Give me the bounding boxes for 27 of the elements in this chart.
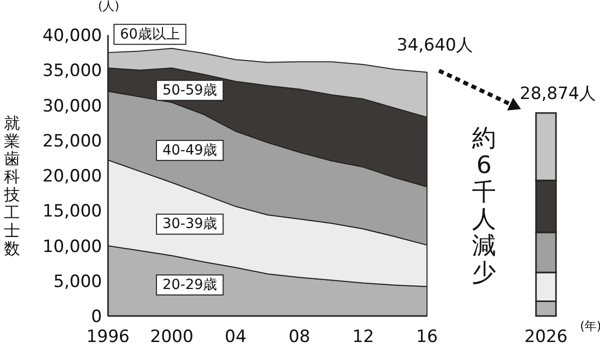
y-tick-label: 15,000 (42, 202, 102, 222)
x-tick-label: 1996 (86, 327, 130, 347)
text: (年) (580, 319, 600, 333)
annotation: 約6千人減少 (472, 124, 496, 287)
y-tick-label: 0 (91, 307, 102, 327)
series-label: 60歳以上 (120, 26, 180, 42)
y-tick-label: 35,000 (42, 61, 102, 82)
annotation: 34,640人 (396, 36, 474, 56)
y-tick-label: 25,000 (42, 131, 102, 152)
y-tick-label: 30,000 (42, 96, 102, 116)
x-tick-label: 2026 (524, 327, 568, 347)
text: (人) (98, 0, 120, 13)
series-label: 30-39歳 (162, 216, 218, 232)
series-label: 50-59歳 (162, 82, 218, 98)
annotation: 28,874人 (520, 84, 596, 104)
x-tick-label: 04 (224, 327, 246, 347)
y-tick-label: 5,000 (53, 272, 102, 292)
x-tick-label: 2000 (150, 327, 194, 347)
y-tick-label: 40,000 (42, 26, 102, 46)
x-tick-label: 08 (288, 327, 310, 347)
series-label: 40-49歳 (162, 142, 218, 158)
y-tick-label: 20,000 (42, 166, 102, 186)
series-label: 20-29歳 (162, 276, 218, 293)
y-axis-title: 就業歯科技工士数 (3, 113, 20, 258)
x-tick-label: 16 (416, 327, 438, 347)
x-tick-label: 12 (352, 327, 374, 347)
y-tick-label: 10,000 (42, 236, 102, 257)
